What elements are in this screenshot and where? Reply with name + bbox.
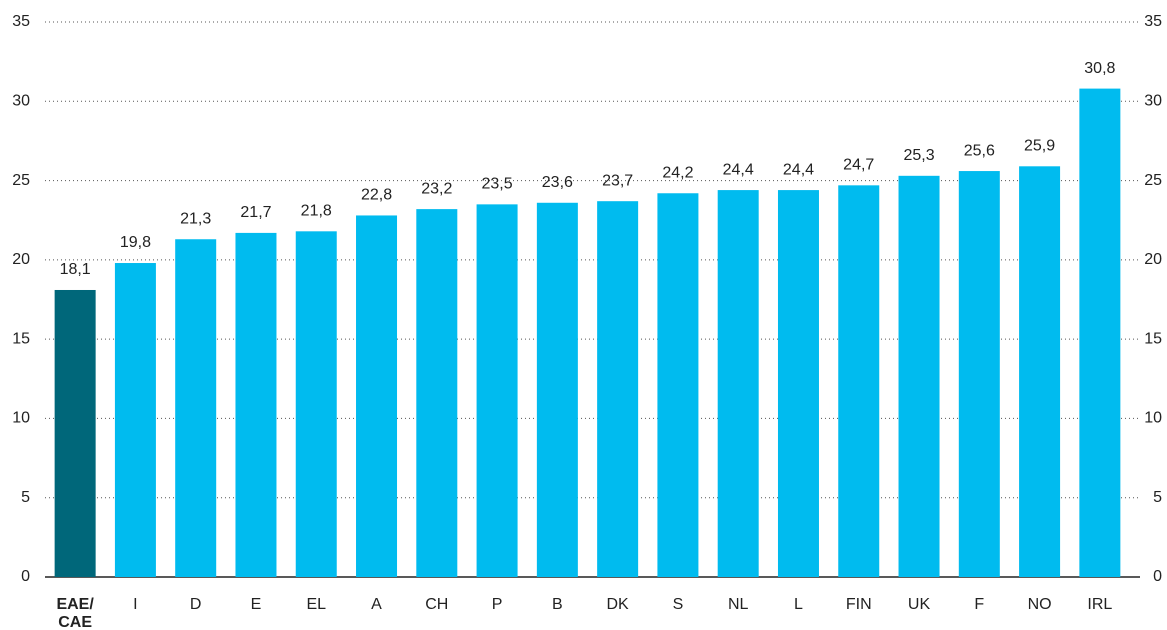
x-tick-label: IRL [1087, 596, 1113, 613]
value-label: 24,4 [723, 161, 754, 178]
y-tick-label: 10 [12, 410, 30, 427]
bar [235, 232, 277, 577]
x-tick-label: EAE/ CAE [56, 596, 94, 630]
bar [1079, 88, 1121, 577]
y-tick-label-right: 0 [1153, 568, 1162, 585]
y-tick-label: 0 [21, 568, 30, 585]
bar [175, 239, 217, 577]
bar [597, 201, 639, 577]
bar [958, 171, 1000, 578]
value-label: 19,8 [120, 234, 151, 251]
y-tick-label: 5 [21, 489, 30, 506]
x-tick-label: CH [425, 596, 449, 613]
value-label: 18,1 [60, 261, 91, 278]
bar [1019, 166, 1061, 578]
value-label: 21,3 [180, 210, 211, 227]
y-tick-label-right: 30 [1144, 93, 1162, 110]
y-tick-label-right: 35 [1144, 13, 1162, 30]
x-tick-label: NL [727, 596, 749, 613]
x-tick-label: L [794, 596, 803, 613]
x-tick-label: E [250, 596, 262, 613]
value-label: 25,3 [903, 147, 934, 164]
x-tick-label: I [133, 596, 138, 613]
bar [777, 190, 819, 578]
bar [838, 185, 880, 578]
value-label: 25,6 [964, 142, 995, 159]
bar [657, 193, 699, 577]
value-label: 24,7 [843, 157, 874, 174]
value-label: 25,9 [1024, 138, 1055, 155]
x-tick-label: P [491, 596, 503, 613]
x-tick-label: NO [1027, 596, 1052, 613]
y-tick-label-right: 20 [1144, 251, 1162, 268]
value-label: 22,8 [361, 187, 392, 204]
x-tick-label: B [552, 596, 563, 613]
value-label: 23,7 [602, 172, 633, 189]
y-tick-label: 20 [12, 251, 30, 268]
bar [476, 204, 518, 577]
x-tick-label: A [371, 596, 382, 613]
bar [54, 289, 96, 577]
y-tick-label: 15 [12, 330, 30, 347]
value-label: 21,7 [240, 204, 271, 221]
x-tick-label: D [189, 596, 202, 613]
y-tick-label: 25 [12, 172, 30, 189]
bar [717, 190, 759, 578]
value-label: 23,5 [482, 176, 513, 193]
bar [416, 209, 458, 577]
value-label: 30,8 [1084, 60, 1115, 77]
y-tick-label-right: 15 [1144, 330, 1162, 347]
value-label: 24,4 [783, 161, 814, 178]
bar [898, 175, 940, 578]
bar [114, 263, 156, 577]
value-label: 23,6 [542, 174, 573, 191]
bar [295, 231, 337, 578]
bar [356, 215, 398, 577]
value-label: 21,8 [301, 203, 332, 220]
y-tick-label-right: 10 [1144, 410, 1162, 427]
value-label: 24,2 [662, 164, 693, 181]
x-tick-label: EL [306, 596, 327, 613]
x-tick-label: S [672, 596, 684, 613]
y-tick-label: 30 [12, 93, 30, 110]
y-tick-label-right: 5 [1153, 489, 1162, 506]
y-tick-label: 35 [12, 13, 30, 30]
x-tick-label: UK [907, 596, 931, 613]
x-tick-label: DK [606, 596, 629, 613]
value-label: 23,2 [421, 180, 452, 197]
y-tick-label-right: 25 [1144, 172, 1162, 189]
x-tick-label: FIN [845, 596, 872, 613]
x-tick-label: F [974, 596, 985, 613]
bar [536, 202, 578, 577]
